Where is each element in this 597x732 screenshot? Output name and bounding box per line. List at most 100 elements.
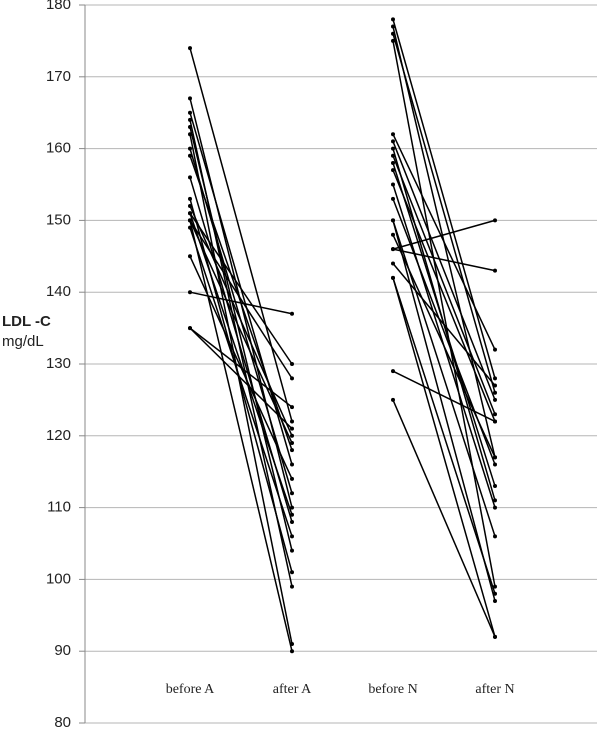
- y-tick-label: 80: [54, 714, 71, 731]
- point: [391, 397, 395, 402]
- point: [188, 125, 192, 130]
- point: [391, 146, 395, 151]
- point: [188, 225, 192, 230]
- pair-line: [189, 212, 293, 365]
- point: [188, 153, 192, 158]
- point: [493, 218, 497, 223]
- pair-line: [189, 198, 293, 573]
- point: [290, 462, 294, 467]
- point: [290, 570, 294, 575]
- point: [290, 433, 294, 438]
- point: [391, 24, 395, 29]
- point: [188, 132, 192, 137]
- point: [188, 46, 192, 51]
- point: [290, 419, 294, 424]
- point: [188, 175, 192, 180]
- pair-line: [189, 47, 293, 422]
- point: [391, 196, 395, 201]
- pair-line: [392, 155, 496, 415]
- point: [188, 211, 192, 216]
- point: [290, 519, 294, 524]
- pair-line: [189, 327, 293, 430]
- point: [391, 275, 395, 280]
- point: [391, 168, 395, 173]
- pair-line: [392, 370, 496, 423]
- point: [493, 534, 497, 539]
- y-tick-label: 120: [46, 427, 71, 444]
- point: [290, 448, 294, 453]
- x-tick-label: after A: [273, 682, 312, 697]
- y-tick-label: 130: [46, 355, 71, 372]
- point: [391, 247, 395, 252]
- point: [290, 405, 294, 410]
- point: [290, 548, 294, 553]
- point: [290, 512, 294, 517]
- pair-line: [189, 219, 293, 379]
- pair-line: [392, 277, 496, 594]
- pair-line: [392, 33, 496, 393]
- point: [391, 182, 395, 187]
- pair-line: [392, 277, 496, 638]
- pair-line: [189, 327, 293, 408]
- y-tick-label: 90: [54, 642, 71, 659]
- pair-line: [189, 227, 293, 537]
- point: [188, 96, 192, 101]
- point: [188, 196, 192, 201]
- point: [391, 31, 395, 36]
- point: [391, 369, 395, 374]
- pair-line: [189, 205, 293, 437]
- y-tick-label: 170: [46, 68, 71, 85]
- point: [290, 649, 294, 654]
- pair-line: [392, 40, 496, 587]
- point: [493, 505, 497, 510]
- point: [493, 268, 497, 273]
- point: [391, 132, 395, 137]
- point: [290, 426, 294, 431]
- point: [391, 261, 395, 266]
- x-tick-label: before A: [166, 682, 215, 697]
- y-tick-label: 150: [46, 211, 71, 228]
- pair-line: [392, 133, 496, 350]
- point: [391, 232, 395, 237]
- point: [493, 397, 497, 402]
- point: [493, 347, 497, 352]
- point: [290, 440, 294, 445]
- y-axis-label: LDL -C: [2, 313, 51, 330]
- point: [493, 390, 497, 395]
- point: [391, 153, 395, 158]
- point: [188, 218, 192, 223]
- x-tick-label: after N: [475, 682, 514, 697]
- y-tick-label: 140: [46, 283, 71, 300]
- pair-line: [189, 291, 293, 315]
- pair-line: [392, 141, 496, 401]
- point: [290, 584, 294, 589]
- y-tick-label: 160: [46, 140, 71, 157]
- point: [493, 462, 497, 467]
- point: [290, 376, 294, 381]
- point: [188, 326, 192, 331]
- y-tick-label: 110: [47, 499, 71, 516]
- pair-line: [392, 248, 496, 272]
- pair-line: [392, 234, 496, 458]
- y-tick-label: 180: [46, 0, 71, 13]
- pair-line: [189, 220, 293, 444]
- x-tick-label: before N: [368, 682, 417, 697]
- point: [188, 204, 192, 209]
- point: [493, 634, 497, 639]
- point: [290, 311, 294, 316]
- point: [188, 254, 192, 259]
- pair-line: [189, 134, 293, 645]
- point: [391, 17, 395, 22]
- point: [391, 139, 395, 144]
- point: [391, 38, 395, 43]
- pair-line: [392, 262, 496, 387]
- point: [493, 498, 497, 503]
- pair-line: [392, 19, 496, 379]
- pair-line: [189, 212, 293, 516]
- point: [188, 110, 192, 115]
- point: [188, 290, 192, 295]
- point: [290, 491, 294, 496]
- pair-line: [189, 126, 293, 551]
